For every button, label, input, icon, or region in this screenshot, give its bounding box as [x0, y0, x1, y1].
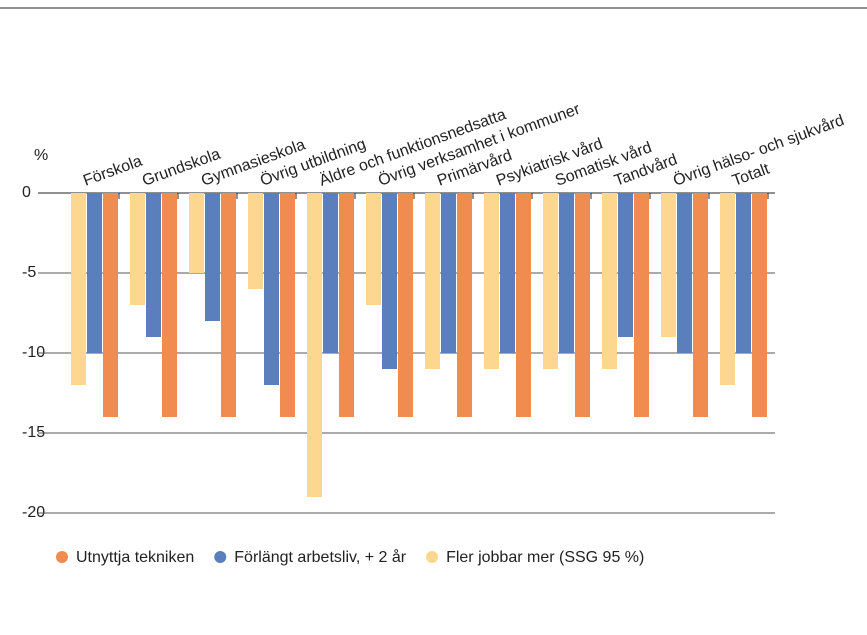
bar — [661, 193, 676, 337]
bar — [323, 193, 338, 353]
bar — [71, 193, 86, 385]
bar — [618, 193, 633, 337]
legend-marker — [56, 551, 68, 563]
bar — [484, 193, 499, 369]
bar — [382, 193, 397, 369]
y-tick-label: -15 — [22, 424, 45, 441]
bar — [146, 193, 161, 337]
bar — [87, 193, 102, 353]
bar — [248, 193, 263, 289]
bar — [398, 193, 413, 417]
bar — [543, 193, 558, 369]
bar — [205, 193, 220, 321]
bar — [103, 193, 118, 417]
bar — [575, 193, 590, 417]
bar — [425, 193, 440, 369]
bar — [720, 193, 735, 385]
bar — [752, 193, 767, 417]
legend-label: Fler jobbar mer (SSG 95 %) — [446, 549, 644, 566]
y-tick-label: -5 — [22, 264, 36, 281]
bar — [339, 193, 354, 417]
bar — [602, 193, 617, 369]
bar — [677, 193, 692, 353]
legend-label: Utnyttja tekniken — [76, 549, 194, 566]
bar — [280, 193, 295, 417]
bar — [736, 193, 751, 353]
legend-marker — [426, 551, 439, 563]
bar — [189, 193, 204, 273]
y-tick-label: 0 — [22, 184, 31, 201]
bar — [634, 193, 649, 417]
legend-marker — [214, 551, 227, 563]
bar — [221, 193, 236, 417]
bar — [162, 193, 177, 417]
y-unit: % — [34, 147, 48, 164]
bar — [516, 193, 531, 417]
bar — [264, 193, 279, 385]
bar — [307, 193, 322, 497]
bar — [130, 193, 145, 305]
bar — [559, 193, 574, 353]
bar — [457, 193, 472, 417]
bar — [366, 193, 381, 305]
y-tick-label: -10 — [22, 344, 45, 361]
bar — [441, 193, 456, 353]
bar — [693, 193, 708, 417]
bar — [500, 193, 515, 353]
y-tick-label: -20 — [22, 504, 45, 521]
x-tick-label: Förskola — [81, 153, 145, 190]
legend-label: Förlängt arbetsliv, + 2 år — [234, 548, 406, 566]
